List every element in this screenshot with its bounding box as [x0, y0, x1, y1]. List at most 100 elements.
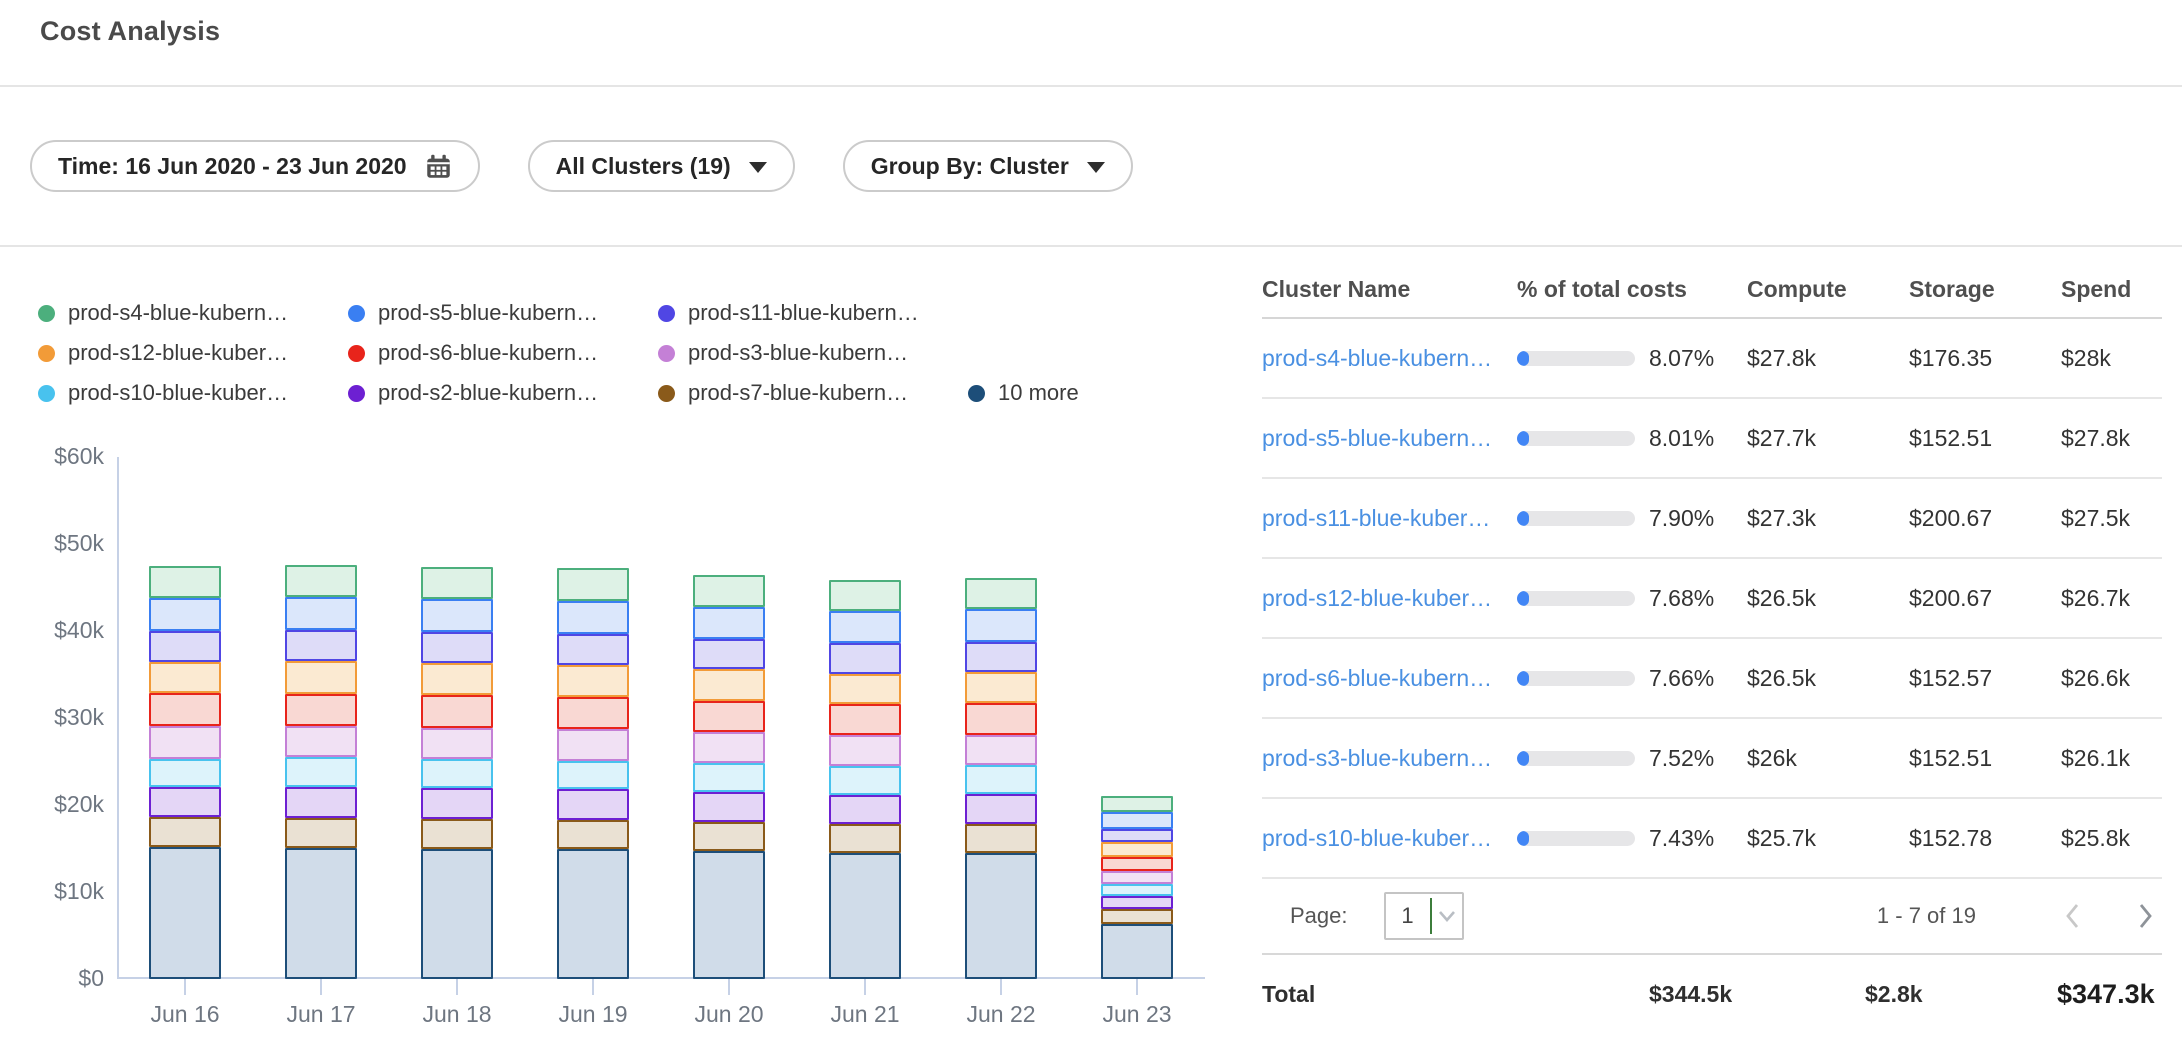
legend-item[interactable]: prod-s10-blue-kuber… [38, 380, 348, 406]
pct-of-total-cell: 7.52% [1517, 745, 1747, 772]
compute-value: $26k [1747, 745, 1909, 772]
y-axis-tick-label: $20k [18, 791, 104, 818]
bar-segment [421, 599, 493, 632]
legend-item[interactable]: prod-s5-blue-kubern… [348, 300, 658, 326]
cost-chart-panel: prod-s4-blue-kubern… prod-s5-blue-kubern…… [0, 247, 1240, 1052]
legend-item[interactable]: prod-s12-blue-kuber… [38, 340, 348, 366]
bar-segment [693, 732, 765, 763]
cluster-name-link[interactable]: prod-s3-blue-kubern… [1262, 745, 1517, 772]
group-by-dropdown[interactable]: Group By: Cluster [843, 140, 1133, 192]
bar-segment [965, 853, 1037, 979]
bar-segment [829, 735, 901, 765]
spend-value: $26.6k [2061, 665, 2162, 692]
time-range-filter[interactable]: Time: 16 Jun 2020 - 23 Jun 2020 [30, 140, 480, 192]
cluster-name-link[interactable]: prod-s10-blue-kuber… [1262, 825, 1517, 852]
clusters-filter-label: All Clusters (19) [556, 153, 731, 180]
stacked-bar[interactable] [149, 457, 221, 979]
bar-segment [557, 820, 629, 850]
x-axis-tick [728, 979, 730, 995]
storage-value: $152.57 [1909, 665, 2061, 692]
stacked-bar[interactable] [421, 457, 493, 979]
legend-item[interactable]: 10 more [968, 380, 1079, 406]
legend-item[interactable]: prod-s4-blue-kubern… [38, 300, 348, 326]
bar-segment [829, 795, 901, 825]
x-axis-tick [1136, 979, 1138, 995]
x-axis-tick-label: Jun 19 [523, 1001, 663, 1028]
calendar-icon [425, 153, 452, 180]
main-content: prod-s4-blue-kubern… prod-s5-blue-kubern…… [0, 247, 2182, 1052]
compute-value: $26.5k [1747, 665, 1909, 692]
bar-segment [421, 695, 493, 727]
cluster-name-link[interactable]: prod-s4-blue-kubern… [1262, 345, 1517, 372]
bar-segment [1101, 871, 1173, 884]
stacked-bar[interactable] [1101, 457, 1173, 979]
pct-of-total-cell: 7.43% [1517, 825, 1747, 852]
bar-segment [693, 851, 765, 979]
cluster-name-link[interactable]: prod-s5-blue-kubern… [1262, 425, 1517, 452]
table-header-row: Cluster Name % of total costs Compute St… [1262, 247, 2162, 319]
bar-segment [421, 788, 493, 818]
storage-value: $152.51 [1909, 425, 2061, 452]
legend-item[interactable]: prod-s6-blue-kubern… [348, 340, 658, 366]
bar-segment [693, 822, 765, 851]
bar-segment [421, 759, 493, 789]
stacked-bar[interactable] [965, 457, 1037, 979]
storage-value: $200.67 [1909, 585, 2061, 612]
legend-item-label: prod-s12-blue-kuber… [68, 340, 288, 366]
spend-value: $27.8k [2061, 425, 2162, 452]
stacked-bar[interactable] [693, 457, 765, 979]
bar-segment [285, 661, 357, 693]
pct-progress-fill [1517, 431, 1529, 446]
legend-item[interactable]: prod-s3-blue-kubern… [658, 340, 968, 366]
legend-item[interactable]: prod-s2-blue-kubern… [348, 380, 658, 406]
legend-dot-icon [348, 345, 365, 362]
bar-segment [285, 726, 357, 757]
pct-progress-fill [1517, 831, 1529, 846]
stacked-bar[interactable] [557, 457, 629, 979]
bar-segment [1101, 909, 1173, 924]
x-axis-tick [320, 979, 322, 995]
cluster-name-link[interactable]: prod-s11-blue-kuber… [1262, 505, 1517, 532]
x-axis-tick [1000, 979, 1002, 995]
cluster-name-link[interactable]: prod-s6-blue-kubern… [1262, 665, 1517, 692]
bar-segment [829, 853, 901, 979]
stacked-bar[interactable] [285, 457, 357, 979]
bar-segment [421, 849, 493, 980]
compute-value: $25.7k [1747, 825, 1909, 852]
bar-segment [421, 632, 493, 663]
pct-progress-track [1517, 671, 1635, 686]
cluster-name-link[interactable]: prod-s12-blue-kuber… [1262, 585, 1517, 612]
bar-segment [965, 794, 1037, 824]
page-title: Cost Analysis [40, 16, 2182, 47]
bar-segment [965, 642, 1037, 672]
compute-value: $27.8k [1747, 345, 1909, 372]
page-select[interactable]: 1 [1384, 892, 1464, 940]
bar-segment [285, 565, 357, 597]
previous-page-button[interactable] [2060, 900, 2086, 932]
bar-segment [829, 766, 901, 795]
total-label: Total [1262, 981, 1649, 1008]
next-page-button[interactable] [2132, 900, 2158, 932]
compute-value: $26.5k [1747, 585, 1909, 612]
bar-segment [149, 693, 221, 726]
legend-item-label: prod-s5-blue-kubern… [378, 300, 598, 326]
legend-dot-icon [348, 385, 365, 402]
bar-segment [693, 607, 765, 639]
chevron-down-icon [1087, 162, 1105, 173]
stacked-bar[interactable] [829, 457, 901, 979]
clusters-filter-dropdown[interactable]: All Clusters (19) [528, 140, 795, 192]
legend-item[interactable]: prod-s7-blue-kubern… [658, 380, 968, 406]
bar-segment [421, 728, 493, 759]
bar-segment [149, 759, 221, 787]
bar-segment [1101, 842, 1173, 857]
y-axis-tick-label: $50k [18, 530, 104, 557]
legend-row: prod-s4-blue-kubern… prod-s5-blue-kubern…… [38, 300, 1079, 326]
bar-segment [557, 634, 629, 665]
pct-value: 8.07% [1649, 345, 1714, 372]
legend-item[interactable]: prod-s11-blue-kubern… [658, 300, 968, 326]
chevron-down-icon [749, 162, 767, 173]
bar-segment [1101, 829, 1173, 843]
bar-segment [1101, 924, 1173, 979]
compute-value: $27.7k [1747, 425, 1909, 452]
y-axis-tick-label: $0 [18, 965, 104, 992]
